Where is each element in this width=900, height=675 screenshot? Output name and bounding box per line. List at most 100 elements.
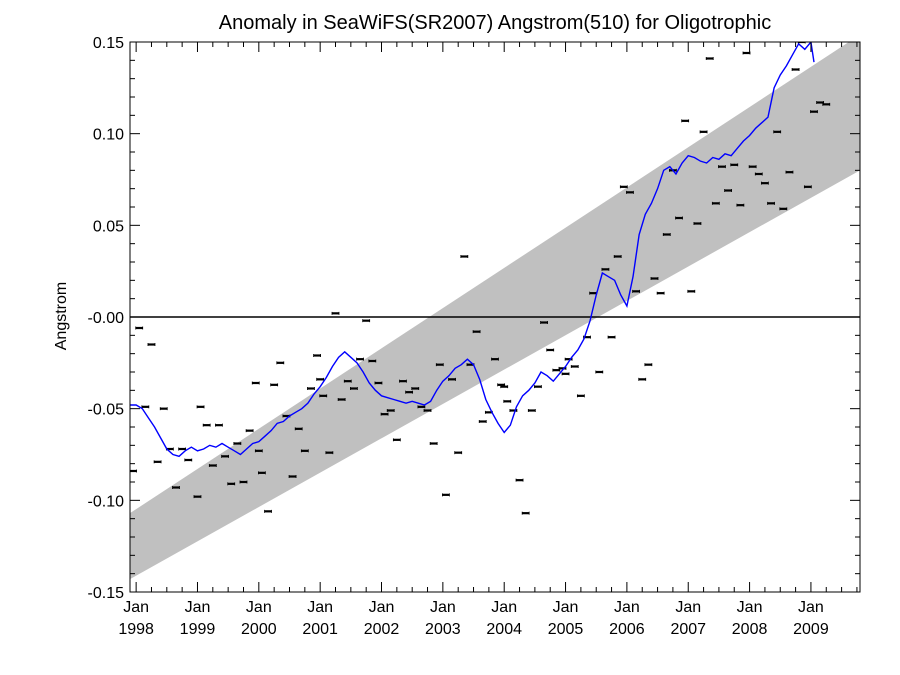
data-point [227, 482, 236, 486]
data-point [546, 348, 555, 352]
y-tick-label: -0.00 [88, 310, 125, 327]
data-point [736, 203, 745, 207]
data-point [221, 454, 229, 458]
data-point [316, 377, 325, 381]
data-point [797, 42, 806, 44]
data-point [276, 361, 285, 365]
x-tick-label-year: 1999 [180, 621, 216, 638]
data-point [500, 385, 509, 389]
data-point [595, 370, 604, 374]
x-tick-label-month: Jan [798, 599, 824, 616]
data-point [442, 493, 450, 497]
x-tick-label-month: Jan [307, 599, 333, 616]
data-point [785, 170, 794, 174]
x-tick-label-year: 2009 [793, 621, 829, 638]
data-point [491, 357, 499, 361]
data-point [399, 379, 407, 383]
data-point [202, 423, 211, 427]
data-point [423, 409, 432, 412]
data-point [368, 359, 377, 363]
data-point [748, 165, 757, 169]
data-point [656, 291, 665, 295]
data-point [178, 447, 187, 451]
plot-area [130, 42, 860, 580]
data-point [454, 451, 463, 455]
data-point [386, 409, 395, 412]
data-point [822, 102, 831, 106]
y-axis: 0.15 0.10 0.05 -0.00 -0.05 -0.10 -0.15 [88, 35, 860, 602]
data-point [300, 449, 309, 453]
x-tick-label-month: Jan [369, 599, 395, 616]
x-tick-label-month: Jan [246, 599, 272, 616]
data-point [613, 255, 622, 258]
data-point [601, 267, 610, 271]
y-tick-label: -0.15 [88, 585, 125, 602]
data-point [460, 255, 469, 258]
data-point [257, 471, 266, 475]
data-point [540, 321, 548, 324]
x-tick-label-month: Jan [491, 599, 517, 616]
data-point [718, 165, 726, 169]
x-tick-label-month: Jan [614, 599, 640, 616]
data-point [337, 398, 346, 401]
y-tick-label: -0.05 [88, 402, 125, 419]
data-point [779, 207, 788, 211]
chart-title: Anomaly in SeaWiFS(SR2007) Angstrom(510)… [219, 12, 771, 34]
x-tick-label-month: Jan [675, 599, 701, 616]
data-point [429, 442, 438, 445]
x-tick-label-year: 2007 [670, 621, 706, 638]
data-point [607, 335, 616, 339]
x-tick-label-year: 2003 [425, 621, 461, 638]
x-tick-label-year: 2001 [302, 621, 338, 638]
data-point [754, 172, 763, 176]
data-point [239, 480, 248, 484]
data-point [374, 381, 383, 385]
data-point [626, 190, 634, 194]
data-point [159, 407, 168, 411]
data-point [215, 423, 223, 427]
y-tick-label: 0.05 [93, 218, 124, 235]
y-axis-label: Angstrom [53, 282, 70, 350]
data-point [711, 201, 720, 205]
data-point [264, 509, 272, 513]
data-point [435, 363, 444, 367]
data-point [810, 110, 818, 114]
x-tick-label-month: Jan [430, 599, 456, 616]
data-point [619, 185, 628, 189]
data-point [184, 458, 193, 462]
data-point [319, 394, 328, 398]
data-point [705, 57, 714, 60]
data-point [448, 377, 456, 381]
y-tick-label: 0.10 [93, 127, 124, 144]
data-point [515, 478, 524, 482]
data-point [534, 385, 542, 389]
data-point [294, 427, 303, 431]
x-axis: Jan 1998 Jan 1999 Jan 2000 Jan 2001 Jan 2002 Jan 20… [118, 42, 858, 638]
data-point [350, 387, 358, 390]
data-point [681, 119, 690, 123]
data-point [675, 216, 683, 220]
data-point [153, 460, 162, 464]
data-point [478, 420, 487, 423]
data-point [687, 289, 696, 293]
data-point [325, 451, 334, 455]
x-tick-label-year: 2008 [732, 621, 768, 638]
data-point [742, 51, 751, 55]
data-point [472, 330, 481, 334]
data-point [767, 201, 775, 205]
data-point [791, 68, 800, 71]
data-point [576, 394, 585, 398]
data-point [761, 181, 769, 185]
data-point [521, 511, 530, 515]
data-point [803, 185, 812, 189]
data-point [589, 291, 598, 295]
x-tick-label-year: 2000 [241, 621, 277, 638]
data-point [662, 233, 671, 236]
x-tick-label-month: Jan [123, 599, 149, 616]
data-point [392, 438, 401, 442]
data-point [147, 343, 156, 346]
data-point [193, 495, 202, 499]
data-point [724, 189, 733, 192]
data-point [730, 163, 739, 167]
running-mean-line [130, 42, 815, 458]
